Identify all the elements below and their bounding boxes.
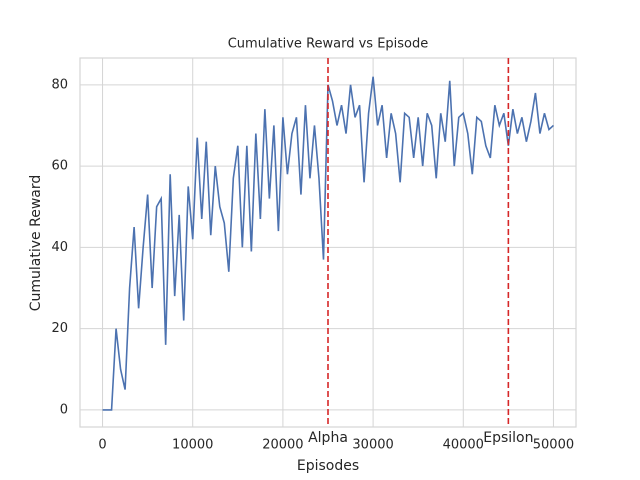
reference-label: Alpha bbox=[308, 430, 348, 446]
y-tick-label: 0 bbox=[60, 402, 68, 417]
y-axis-label: Cumulative Reward bbox=[28, 175, 44, 312]
x-tick-label: 40000 bbox=[443, 438, 484, 453]
x-tick-label: 50000 bbox=[533, 438, 574, 453]
y-tick-label: 40 bbox=[51, 240, 68, 255]
x-tick-label: 30000 bbox=[352, 438, 393, 453]
y-tick-label: 80 bbox=[51, 77, 68, 92]
x-tick-label: 20000 bbox=[262, 438, 303, 453]
data-line bbox=[102, 76, 554, 411]
y-tick-label: 60 bbox=[51, 159, 68, 174]
x-axis-label: Episodes bbox=[297, 458, 359, 474]
x-tick-label: 0 bbox=[98, 438, 106, 453]
chart-title: Cumulative Reward vs Episode bbox=[228, 37, 429, 52]
x-tick-label: 10000 bbox=[172, 438, 213, 453]
reference-label: Epsilon bbox=[483, 430, 533, 446]
y-tick-label: 20 bbox=[51, 321, 68, 336]
